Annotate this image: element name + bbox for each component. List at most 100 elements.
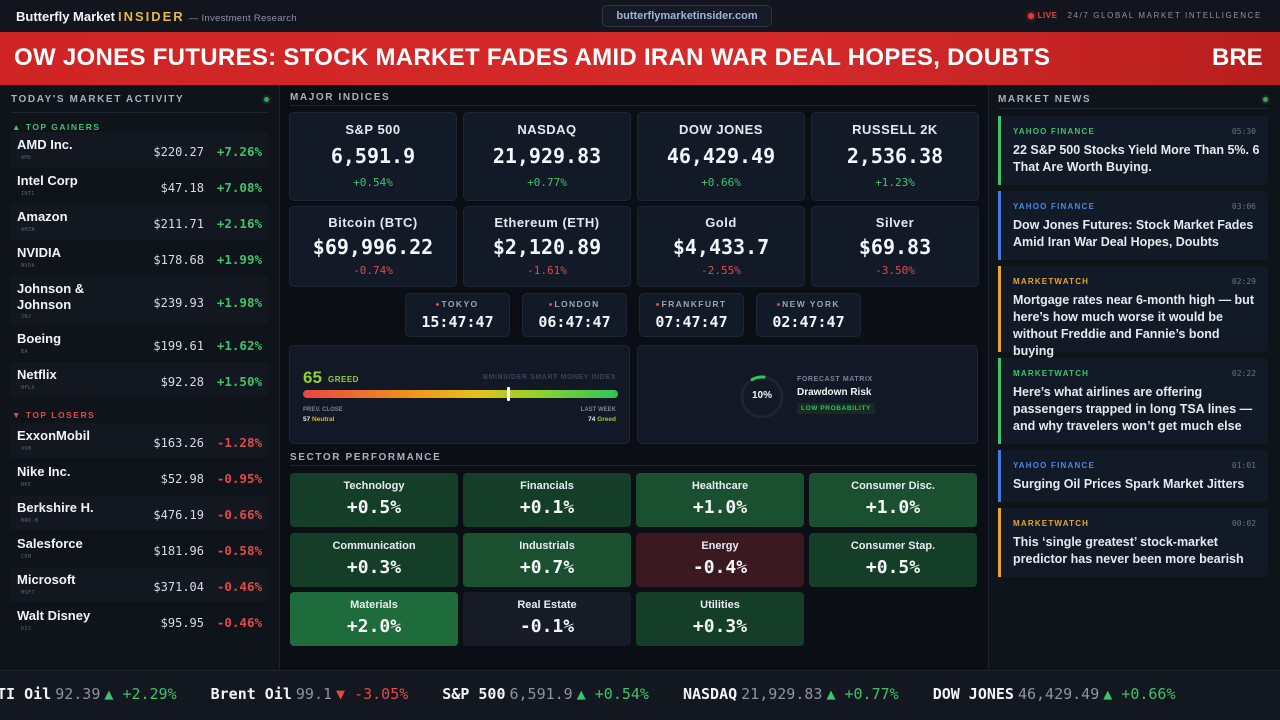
news-item[interactable]: MARKETWATCH 02:22 Here’s what airlines are… xyxy=(998,358,1268,444)
smart-money-title: BMINSIDER SMART MONEY INDEX xyxy=(482,374,616,381)
stock-ticker: AMD xyxy=(21,155,32,161)
smart-money-score: 65 xyxy=(303,368,322,387)
divider xyxy=(998,108,1268,109)
news-accent-bar xyxy=(998,358,1001,444)
index-card[interactable]: S&P 500 6,591.9 +0.54% xyxy=(289,112,457,201)
sector-tile[interactable]: Energy -0.4% xyxy=(636,532,804,587)
ticker-item[interactable]: DOW JONES 46,429.49 ▲ +0.66% xyxy=(933,685,1176,703)
panel-title: TODAY'S MARKET ACTIVITY xyxy=(11,94,185,105)
index-card[interactable]: Ethereum (ETH) $2,120.89 -1.61% xyxy=(463,206,631,287)
clock-time: 06:47:47 xyxy=(538,313,611,331)
stock-name: ExxonMobil xyxy=(17,428,90,443)
clock-city-name: FRANKFURT xyxy=(661,299,727,309)
index-card[interactable]: Gold $4,433.7 -2.55% xyxy=(637,206,805,287)
stock-row[interactable]: Amazon AMZN $211.71 +2.16% xyxy=(10,204,268,239)
site-url-link[interactable]: butterflymarketinsider.com xyxy=(602,5,772,27)
stock-row[interactable]: Nike Inc. NKE $52.98 -0.95% xyxy=(10,459,268,494)
stock-ticker: DIS xyxy=(21,626,32,632)
sector-tile[interactable]: Consumer Disc. +1.0% xyxy=(809,473,977,527)
index-value: 2,536.38 xyxy=(846,144,944,168)
clock-dot-icon xyxy=(656,303,660,307)
index-card[interactable]: RUSSELL 2K 2,536.38 +1.23% xyxy=(811,112,979,201)
sector-name: Communication xyxy=(332,539,416,552)
stock-row[interactable]: Netflix NFLX $92.28 +1.50% xyxy=(10,362,268,397)
ticker-item[interactable]: NASDAQ 21,929.83 ▲ +0.77% xyxy=(683,685,899,703)
news-source: YAHOO FINANCE xyxy=(1013,202,1095,211)
stock-name: NVIDIA xyxy=(17,245,62,260)
news-headline: Here’s what airlines are offering passen… xyxy=(1013,385,1253,433)
forecast-matrix-widget[interactable]: 10% FORECAST MATRIX Drawdown Risk LOW PR… xyxy=(637,345,978,444)
sector-tile[interactable]: Real Estate -0.1% xyxy=(463,592,631,646)
sentiment-gauge-bar xyxy=(303,390,618,398)
clock-city-name: TOKYO xyxy=(441,299,479,309)
sector-tile[interactable]: Utilities +0.3% xyxy=(636,592,804,646)
status-dot-icon xyxy=(1263,97,1268,102)
stock-row[interactable]: ExxonMobil XOM $163.26 -1.28% xyxy=(10,423,268,458)
sector-tile[interactable]: Communication +0.3% xyxy=(290,532,458,587)
ticker-change: +2.29% xyxy=(122,685,177,703)
index-name: NASDAQ xyxy=(517,122,577,137)
stock-change: -0.46% xyxy=(216,578,262,594)
last-week-label: LAST WEEK xyxy=(580,407,616,413)
stock-row[interactable]: Boeing BA $199.61 +1.62% xyxy=(10,326,268,361)
stock-change: -0.46% xyxy=(216,614,262,630)
stock-ticker: NKE xyxy=(21,482,32,488)
news-headline: Dow Jones Futures: Stock Market Fades Am… xyxy=(1013,218,1254,249)
index-name: RUSSELL 2K xyxy=(852,122,938,137)
stock-name: Salesforce xyxy=(17,536,83,551)
sector-name: Industrials xyxy=(519,539,575,552)
stock-name: Nike Inc. xyxy=(17,464,71,479)
live-status: LIVE 24/7 GLOBAL MARKET INTELLIGENCE xyxy=(1027,11,1262,20)
sector-tile[interactable]: Materials +2.0% xyxy=(290,592,458,646)
ticker-item[interactable]: S&P 500 6,591.9 ▲ +0.54% xyxy=(442,685,649,703)
index-card[interactable]: DOW JONES 46,429.49 +0.66% xyxy=(637,112,805,201)
stock-row[interactable]: AMD Inc. AMD $220.27 +7.26% xyxy=(10,132,268,167)
news-item[interactable]: YAHOO FINANCE 01:01 Surging Oil Prices Spa… xyxy=(998,450,1268,502)
ticker-value: 21,929.83 xyxy=(741,685,823,703)
stock-row[interactable]: Berkshire H. BRK-B $476.19 -0.66% xyxy=(10,495,268,530)
smart-money-index-widget[interactable]: 65 GREED BMINSIDER SMART MONEY INDEX PRE… xyxy=(289,345,630,444)
sector-tile[interactable]: Financials +0.1% xyxy=(463,473,631,527)
index-change: -0.74% xyxy=(353,264,393,277)
stock-ticker: AMZN xyxy=(21,227,36,233)
news-time: 01:01 xyxy=(1231,461,1256,470)
stock-row[interactable]: Salesforce CRM $181.96 -0.58% xyxy=(10,531,268,566)
stock-name: Amazon xyxy=(17,209,68,224)
top-losers-label: ▼ TOP LOSERS xyxy=(12,410,96,420)
stock-row[interactable]: NVIDIA NVDA $178.68 +1.99% xyxy=(10,240,268,275)
world-clock: TOKYO 15:47:47 xyxy=(405,293,510,337)
last-week-number: 74 xyxy=(588,416,596,423)
stock-name: AMD Inc. xyxy=(17,137,73,152)
sector-tile[interactable]: Industrials +0.7% xyxy=(463,532,631,587)
sector-tile[interactable]: Technology +0.5% xyxy=(290,473,458,527)
last-week-state: Greed xyxy=(597,416,616,423)
brand-logo[interactable]: Butterfly Market INSIDER — Investment Rese… xyxy=(16,9,297,24)
news-item[interactable]: MARKETWATCH 00:02 This ‘single greatest’ s… xyxy=(998,508,1268,577)
ticker-item[interactable]: Brent Oil 99.1 ▼ -3.05% xyxy=(211,685,409,703)
drawdown-percent: 10% xyxy=(751,390,772,401)
prev-close-number: 57 xyxy=(303,416,311,423)
news-item[interactable]: MARKETWATCH 02:29 Mortgage rates near 6-mo… xyxy=(998,266,1268,358)
index-card[interactable]: NASDAQ 21,929.83 +0.77% xyxy=(463,112,631,201)
news-item[interactable]: YAHOO FINANCE 05:30 22 S&P 500 Stocks Yiel… xyxy=(998,116,1268,185)
news-source: MARKETWATCH xyxy=(1013,277,1090,286)
stock-row[interactable]: Intel Corp INTC $47.18 +7.08% xyxy=(10,168,268,203)
index-card[interactable]: Silver $69.83 -3.50% xyxy=(811,206,979,287)
stock-price: $47.18 xyxy=(160,180,204,195)
sector-tile[interactable]: Healthcare +1.0% xyxy=(636,473,804,527)
index-card[interactable]: Bitcoin (BTC) $69,996.22 -0.74% xyxy=(289,206,457,287)
news-item[interactable]: YAHOO FINANCE 03:06 Dow Jones Futures: Sto… xyxy=(998,191,1268,260)
sector-name: Energy xyxy=(701,539,739,552)
breaking-news-banner[interactable]: OW JONES FUTURES: STOCK MARKET FADES AMI… xyxy=(0,32,1280,85)
clock-dot-icon xyxy=(777,303,781,307)
news-accent-bar xyxy=(998,266,1001,352)
stock-row[interactable]: Walt Disney DIS $95.95 -0.46% xyxy=(10,603,268,638)
stock-row[interactable]: Johnson & Johnson JNJ $239.93 +1.98% xyxy=(10,276,268,325)
status-dot-icon xyxy=(264,97,269,102)
prev-close-state: Neutral xyxy=(312,416,335,423)
stock-price: $239.93 xyxy=(153,295,204,310)
sector-tile[interactable]: Consumer Stap. +0.5% xyxy=(809,532,977,587)
stock-row[interactable]: Microsoft MSFT $371.04 -0.46% xyxy=(10,567,268,602)
world-clock: NEW YORK 02:47:47 xyxy=(756,293,861,337)
